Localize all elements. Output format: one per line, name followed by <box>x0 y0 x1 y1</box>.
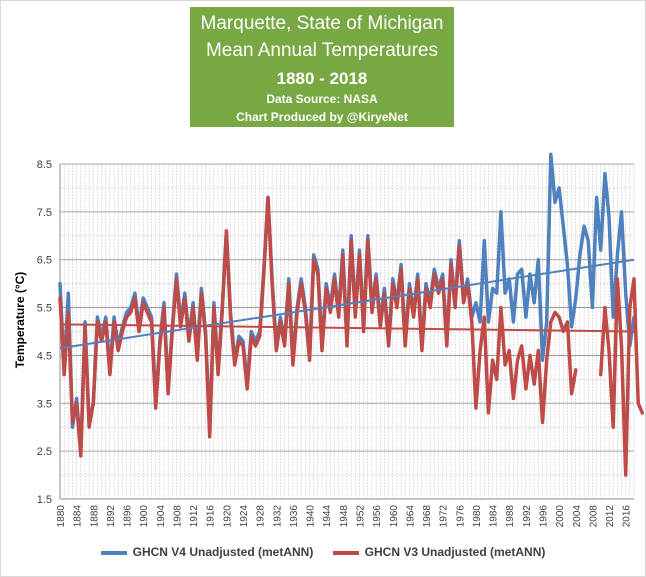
x-tick-label: 1960 <box>389 505 400 528</box>
x-tick-label: 1952 <box>355 505 366 528</box>
x-tick-label: 1988 <box>505 505 516 528</box>
y-tick-label: 3.5 <box>37 398 52 410</box>
x-tick-label: 1944 <box>322 505 333 528</box>
x-tick-label: 1980 <box>472 505 483 528</box>
legend-swatch-v4 <box>100 550 127 555</box>
y-tick-label: 8.5 <box>37 159 52 171</box>
chart-title-line-3: 1880 - 2018 <box>276 69 368 88</box>
x-tick-label: 1964 <box>405 505 416 528</box>
x-tick-label: 1900 <box>139 505 150 528</box>
x-tick-label: 1972 <box>439 505 450 528</box>
y-axis-label: Temperature (°C) <box>13 272 27 369</box>
y-tick-label: 2.5 <box>37 446 52 458</box>
x-tick-label: 1904 <box>156 505 167 528</box>
x-tick-label: 1936 <box>289 505 300 528</box>
x-tick-label: 1928 <box>256 505 267 528</box>
x-tick-label: 1976 <box>455 505 466 528</box>
x-tick-label: 1908 <box>172 505 183 528</box>
x-tick-label: 1916 <box>206 505 217 528</box>
y-tick-label: 5.5 <box>37 303 52 315</box>
x-tick-label: 2004 <box>572 505 583 528</box>
trendline-ghcn-v3 <box>59 323 635 333</box>
legend-label-v4: GHCN V4 Unadjusted (metANN) <box>132 545 314 559</box>
y-tick-label: 7.5 <box>37 207 52 219</box>
series-lines <box>58 152 645 477</box>
y-tick-label: 4.5 <box>37 350 52 362</box>
x-tick-label: 1924 <box>239 505 250 528</box>
trendlines <box>59 258 635 350</box>
x-tick-label: 1956 <box>372 505 383 528</box>
x-tick-label: 1992 <box>522 505 533 528</box>
x-tick-label: 1892 <box>106 505 117 528</box>
x-tick-label: 1984 <box>489 505 500 528</box>
x-tick-label: 2012 <box>605 505 616 528</box>
legend-item-v3: GHCN V3 Unadjusted (metANN) <box>332 545 546 559</box>
chart-title-box: Marquette, State of Michigan Mean Annual… <box>190 7 454 127</box>
x-tick-label: 1940 <box>306 505 317 528</box>
series-line-ghcn-v3 <box>58 195 645 477</box>
chart-subtitle-source: Data Source: NASA <box>266 92 378 106</box>
x-tick-label: 1996 <box>538 505 549 528</box>
chart-title-line-2: Mean Annual Temperatures <box>205 40 439 61</box>
legend-swatch-v3 <box>332 550 359 555</box>
trendline-ghcn-v4 <box>59 258 635 350</box>
y-tick-label: 1.5 <box>37 494 52 506</box>
x-tick-label: 2016 <box>622 505 633 528</box>
chart-legend: GHCN V4 Unadjusted (metANN) GHCN V3 Unad… <box>0 545 646 559</box>
x-tick-label: 1920 <box>222 505 233 528</box>
x-tick-label: 1948 <box>339 505 350 528</box>
legend-item-v4: GHCN V4 Unadjusted (metANN) <box>100 545 314 559</box>
x-tick-label: 2000 <box>555 505 566 528</box>
chart-title-line-1: Marquette, State of Michigan <box>200 13 444 34</box>
y-tick-label: 6.5 <box>37 255 52 267</box>
x-tick-label: 1932 <box>272 505 283 528</box>
x-tick-label: 1888 <box>89 505 100 528</box>
x-axis-ticks: 1880 1884 1888 1892 1896 1900 1904 1908 1912 1916… <box>56 505 633 528</box>
x-tick-label: 1880 <box>56 505 67 528</box>
x-tick-label: 1896 <box>123 505 134 528</box>
x-tick-label: 1912 <box>189 505 200 528</box>
legend-label-v3: GHCN V3 Unadjusted (metANN) <box>364 545 546 559</box>
x-tick-label: 2008 <box>588 505 599 528</box>
y-axis-ticks: 1.5 2.5 3.5 4.5 5.5 6.5 7.5 8.5 <box>37 159 52 506</box>
x-tick-label: 1968 <box>422 505 433 528</box>
chart-subtitle-producer: Chart Produced by @KiryeNet <box>236 110 408 124</box>
x-tick-label: 1884 <box>73 505 84 528</box>
